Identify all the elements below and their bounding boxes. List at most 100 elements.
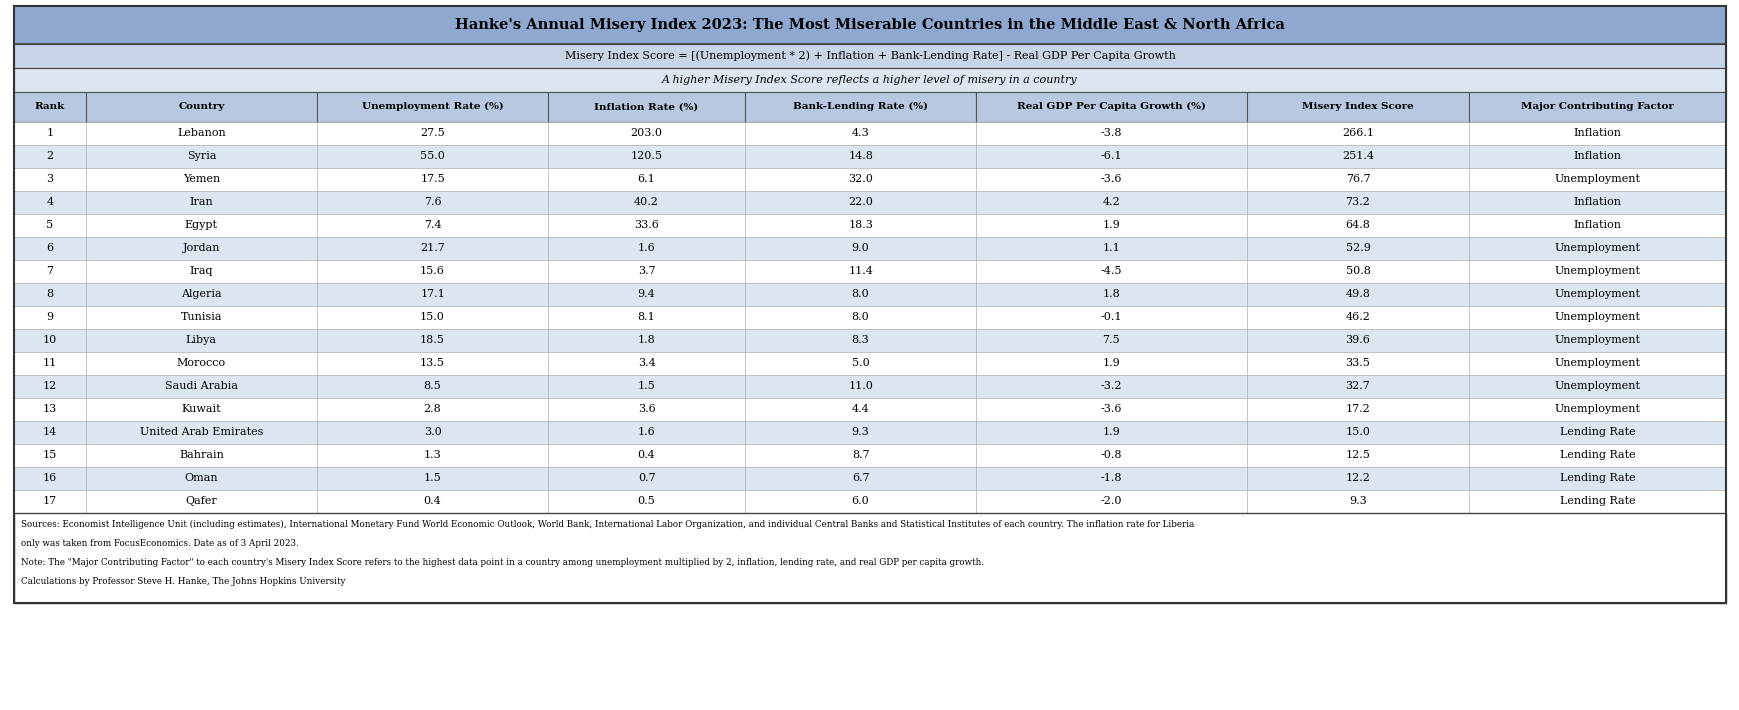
Text: 14: 14: [43, 427, 57, 437]
Bar: [976, 490, 1245, 513]
Bar: [85, 283, 316, 306]
Text: 6: 6: [47, 244, 54, 253]
Bar: [1468, 329, 1725, 351]
Bar: [1468, 214, 1725, 236]
Bar: [548, 214, 744, 236]
Bar: [744, 92, 976, 121]
Bar: [85, 168, 316, 191]
Bar: [316, 421, 548, 444]
Bar: [14, 260, 85, 283]
Bar: [1245, 351, 1468, 375]
Text: Bank-Lending Rate (%): Bank-Lending Rate (%): [793, 102, 927, 111]
Text: 49.8: 49.8: [1344, 289, 1370, 299]
Bar: [744, 306, 976, 329]
Bar: [14, 490, 85, 513]
Text: Sources: Economist Intelligence Unit (including estimates), International Moneta: Sources: Economist Intelligence Unit (in…: [21, 520, 1193, 530]
Bar: [744, 283, 976, 306]
Bar: [1245, 306, 1468, 329]
Text: Bahrain: Bahrain: [179, 450, 224, 460]
Bar: [976, 145, 1245, 168]
Bar: [1245, 421, 1468, 444]
Text: Major Contributing Factor: Major Contributing Factor: [1520, 102, 1673, 111]
Text: Inflation Rate (%): Inflation Rate (%): [595, 102, 699, 111]
Bar: [316, 260, 548, 283]
Text: 6.1: 6.1: [636, 174, 656, 184]
Text: 22.0: 22.0: [847, 197, 873, 207]
Bar: [1245, 145, 1468, 168]
Bar: [744, 260, 976, 283]
Text: 8.5: 8.5: [423, 381, 442, 391]
Bar: [85, 260, 316, 283]
Bar: [85, 191, 316, 214]
Text: 12.5: 12.5: [1344, 450, 1370, 460]
Bar: [744, 398, 976, 421]
Bar: [548, 351, 744, 375]
Bar: [316, 490, 548, 513]
Bar: [85, 306, 316, 329]
Text: 15.6: 15.6: [419, 266, 445, 276]
Text: 120.5: 120.5: [630, 151, 663, 161]
Text: 17.5: 17.5: [419, 174, 445, 184]
Bar: [1245, 260, 1468, 283]
Text: 2.8: 2.8: [423, 404, 442, 414]
Bar: [316, 236, 548, 260]
Bar: [1468, 421, 1725, 444]
Bar: [1468, 306, 1725, 329]
Text: Rank: Rank: [35, 102, 64, 111]
Bar: [14, 444, 85, 466]
Text: -6.1: -6.1: [1101, 151, 1122, 161]
Bar: [1245, 236, 1468, 260]
Bar: [85, 444, 316, 466]
Bar: [1245, 168, 1468, 191]
Bar: [976, 444, 1245, 466]
Text: 1: 1: [47, 129, 54, 138]
Text: 17.1: 17.1: [419, 289, 445, 299]
Text: 11: 11: [43, 358, 57, 368]
Text: 1.6: 1.6: [636, 427, 656, 437]
Text: 1.9: 1.9: [1103, 220, 1120, 230]
Bar: [744, 236, 976, 260]
Text: 14.8: 14.8: [847, 151, 873, 161]
Text: -3.2: -3.2: [1101, 381, 1122, 391]
Bar: [14, 513, 1725, 603]
Text: 0.5: 0.5: [636, 496, 656, 506]
Bar: [316, 444, 548, 466]
Text: 64.8: 64.8: [1344, 220, 1370, 230]
Text: Jordan: Jordan: [183, 244, 221, 253]
Text: 76.7: 76.7: [1344, 174, 1370, 184]
Bar: [14, 306, 85, 329]
Text: only was taken from FocusEconomics. Date as of 3 April 2023.: only was taken from FocusEconomics. Date…: [21, 539, 299, 548]
Bar: [14, 214, 85, 236]
Bar: [744, 444, 976, 466]
Text: 15: 15: [43, 450, 57, 460]
Text: Libya: Libya: [186, 335, 217, 345]
Bar: [976, 375, 1245, 398]
Text: -3.8: -3.8: [1101, 129, 1122, 138]
Bar: [316, 191, 548, 214]
Bar: [14, 421, 85, 444]
Text: 16: 16: [43, 473, 57, 484]
Text: 3.7: 3.7: [638, 266, 656, 276]
Bar: [744, 351, 976, 375]
Bar: [14, 329, 85, 351]
Bar: [1245, 466, 1468, 490]
Text: 10: 10: [43, 335, 57, 345]
Bar: [548, 145, 744, 168]
Bar: [14, 92, 85, 121]
Text: 21.7: 21.7: [419, 244, 445, 253]
Bar: [976, 214, 1245, 236]
Text: United Arab Emirates: United Arab Emirates: [139, 427, 263, 437]
Bar: [548, 191, 744, 214]
Bar: [744, 121, 976, 145]
Text: Unemployment: Unemployment: [1553, 266, 1640, 276]
Text: 8.0: 8.0: [850, 312, 870, 322]
Bar: [548, 375, 744, 398]
Bar: [548, 236, 744, 260]
Bar: [14, 121, 85, 145]
Text: 9.0: 9.0: [850, 244, 870, 253]
Text: 8.7: 8.7: [852, 450, 870, 460]
Bar: [85, 351, 316, 375]
Bar: [548, 398, 744, 421]
Bar: [744, 421, 976, 444]
Text: Lending Rate: Lending Rate: [1558, 427, 1635, 437]
